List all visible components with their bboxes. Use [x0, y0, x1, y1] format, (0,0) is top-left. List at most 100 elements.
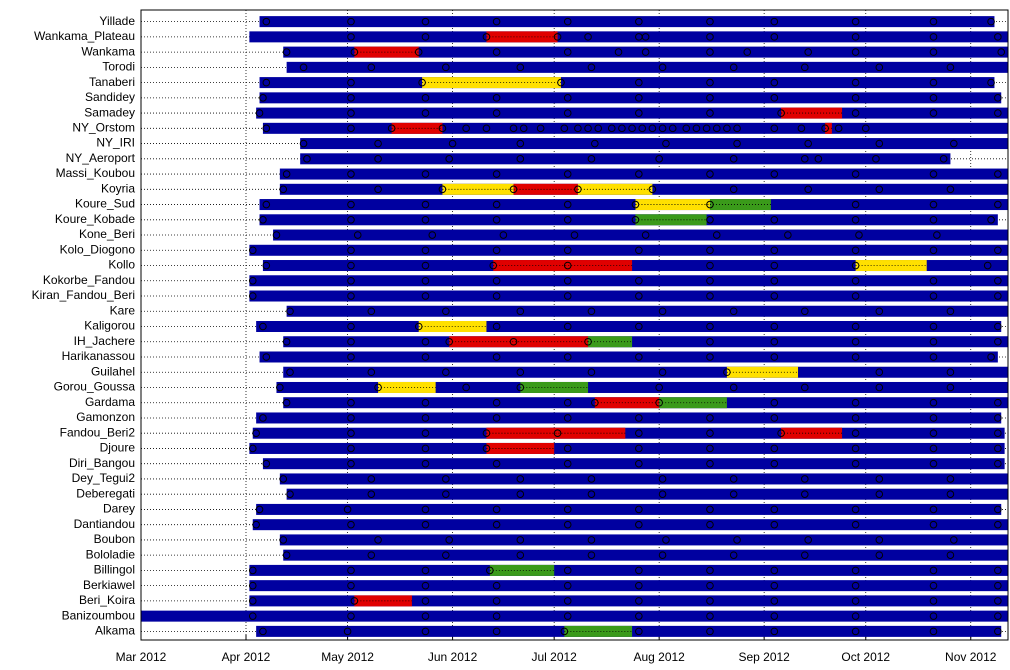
visit [259, 322, 267, 331]
visit [492, 246, 501, 255]
bar [300, 138, 1008, 150]
visit [350, 597, 359, 605]
visit [851, 597, 860, 605]
visit [353, 231, 362, 239]
visit [800, 490, 809, 498]
y-tick-label: Tanaberi [89, 75, 135, 89]
visit [655, 155, 663, 163]
visit [438, 185, 447, 194]
visit [462, 124, 470, 133]
visit [668, 124, 677, 133]
bar [262, 458, 1005, 470]
visit [770, 459, 779, 468]
visit [347, 17, 355, 26]
visit [987, 78, 995, 87]
visit [950, 139, 958, 148]
visit [282, 398, 291, 407]
visit [851, 94, 860, 102]
visit [929, 597, 938, 605]
visit [482, 33, 491, 41]
visit [770, 78, 779, 87]
visit [851, 398, 860, 407]
visit [607, 124, 616, 133]
visit [574, 185, 582, 194]
visit [946, 368, 955, 377]
visit [929, 78, 938, 87]
visit [770, 597, 779, 605]
visit [276, 383, 284, 392]
visit [635, 170, 643, 178]
visit [946, 63, 955, 72]
visit [347, 520, 355, 529]
bar [283, 366, 1008, 378]
visit [418, 78, 426, 87]
visit [800, 63, 809, 72]
visit [347, 200, 355, 209]
visit [255, 505, 264, 514]
bar [249, 275, 1008, 287]
visit [282, 551, 291, 559]
visit [279, 475, 288, 483]
visit [770, 414, 779, 422]
y-tick-label: NY_IRI [96, 136, 135, 150]
visit [658, 490, 667, 498]
visit [347, 337, 355, 346]
bar [249, 564, 1008, 576]
visit [770, 444, 779, 453]
visit [347, 276, 355, 285]
visit [729, 63, 738, 72]
y-tick-label: Wankama [81, 44, 135, 58]
visit [560, 124, 569, 133]
visit [662, 139, 670, 148]
visit [553, 429, 562, 438]
visit [851, 17, 860, 26]
bar [279, 473, 1008, 485]
visit [631, 215, 640, 224]
visit [804, 536, 812, 544]
visit [929, 215, 938, 224]
visit [262, 459, 271, 468]
visit [374, 185, 382, 194]
visit [587, 63, 596, 72]
segment [378, 381, 436, 393]
y-tick-label: Koure_Kobade [55, 212, 135, 226]
visit [259, 215, 267, 224]
visit [563, 246, 572, 255]
visit [994, 337, 1002, 346]
visit [929, 292, 938, 300]
visit [851, 33, 860, 41]
visit [421, 581, 430, 590]
bar [256, 412, 1002, 424]
visit [929, 444, 938, 453]
visit [248, 292, 257, 300]
visit [347, 109, 355, 117]
y-tick-label: Gorou_Goussa [54, 380, 136, 394]
visit [875, 139, 884, 148]
visit [262, 78, 271, 87]
visit [800, 475, 809, 483]
y-tick-label: Kaligorou [84, 319, 135, 333]
visit [574, 124, 582, 133]
visit [584, 33, 592, 41]
visit [641, 33, 650, 41]
visit [784, 231, 792, 239]
visit [259, 627, 267, 636]
visit [929, 612, 938, 620]
visit [560, 627, 569, 636]
visit [706, 627, 714, 636]
visit [706, 566, 714, 575]
x-tick-label: Jun 2012 [428, 650, 478, 664]
visit [855, 231, 863, 239]
visit [875, 368, 884, 377]
visit [994, 459, 1002, 468]
visit [635, 109, 643, 117]
visit [994, 200, 1002, 209]
visit [347, 94, 355, 102]
visit [929, 109, 938, 117]
visit [286, 368, 294, 377]
visit [733, 139, 741, 148]
bar [249, 442, 1005, 454]
visit [492, 276, 501, 285]
y-tick-label: Kone_Beri [79, 227, 135, 241]
